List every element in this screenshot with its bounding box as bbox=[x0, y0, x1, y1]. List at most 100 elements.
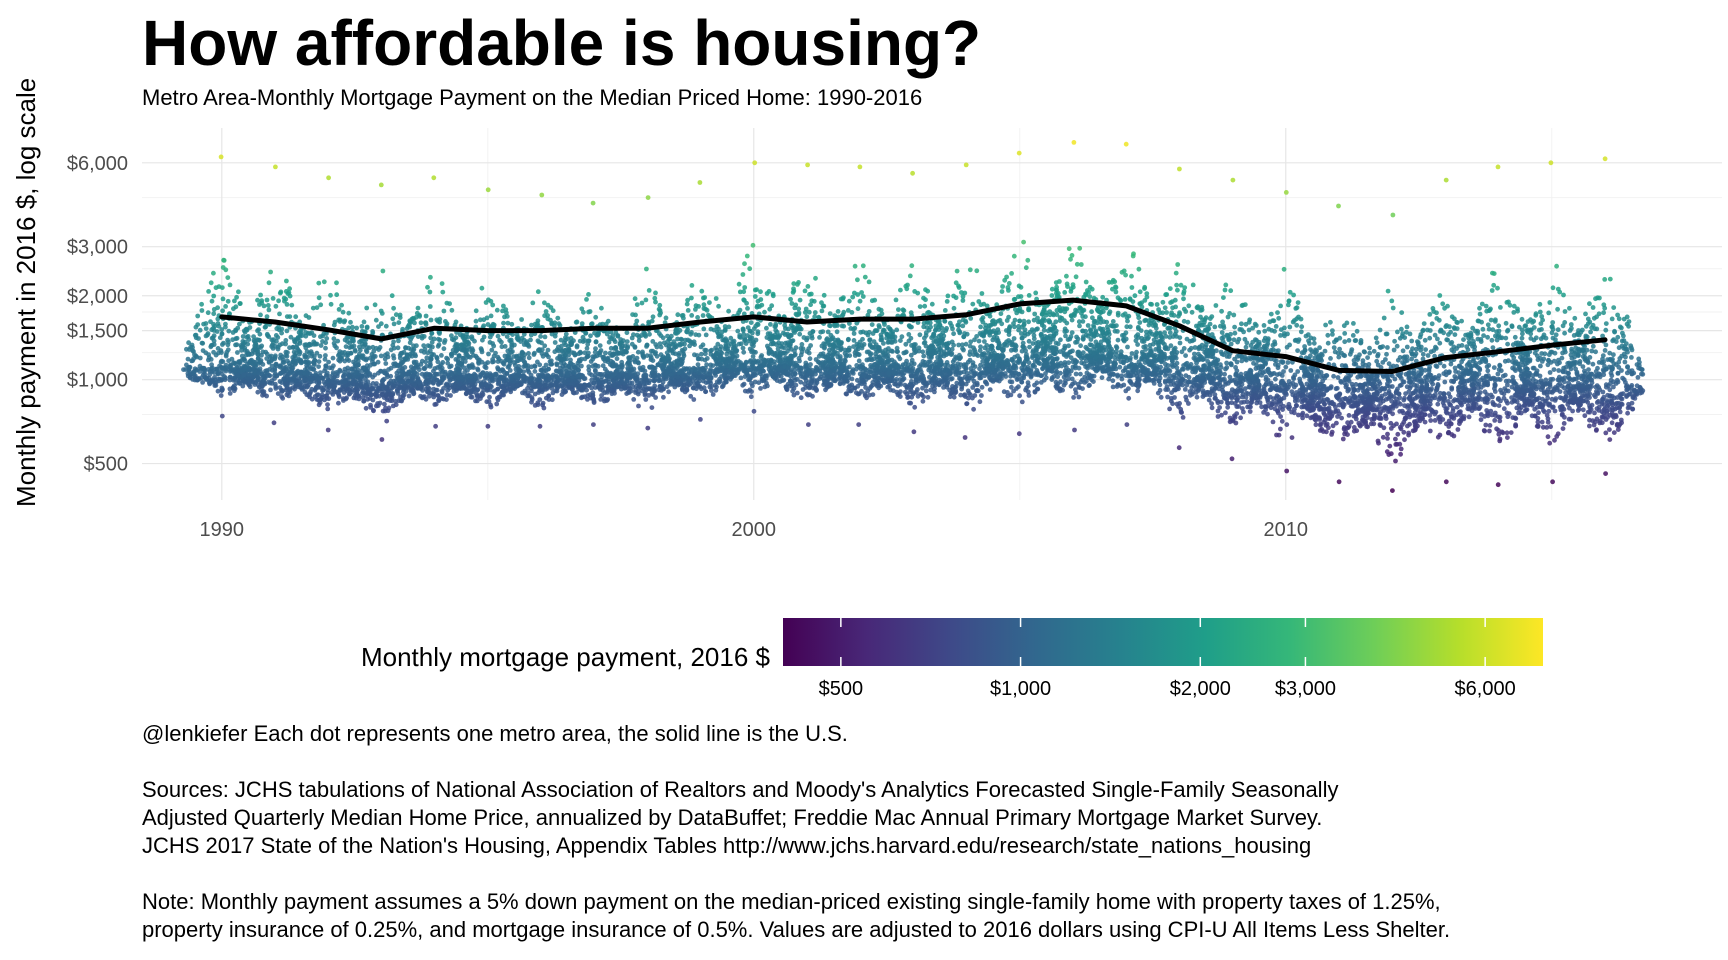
metro-dot bbox=[685, 308, 691, 313]
metro-dot bbox=[550, 308, 556, 314]
metro-dot bbox=[488, 298, 494, 304]
metro-dot bbox=[851, 331, 857, 336]
metro-dot bbox=[702, 295, 708, 300]
metro-dot bbox=[696, 332, 702, 338]
metro-dot bbox=[406, 322, 412, 328]
metro-dot bbox=[365, 345, 370, 350]
metro-dot bbox=[540, 353, 546, 359]
metro-dot bbox=[715, 341, 721, 347]
metro-dot bbox=[774, 371, 780, 377]
metro-dot bbox=[604, 390, 610, 395]
metro-dot bbox=[342, 379, 348, 385]
metro-dot bbox=[867, 337, 872, 343]
metro-dot bbox=[633, 375, 639, 381]
metro-dot bbox=[501, 303, 506, 309]
metro-dot bbox=[289, 302, 295, 308]
metro-dot bbox=[277, 311, 282, 317]
metro-dot bbox=[591, 422, 596, 427]
metro-dot bbox=[552, 349, 558, 355]
metro-dot bbox=[726, 308, 731, 314]
metro-dot bbox=[331, 375, 336, 381]
metro-dot bbox=[412, 382, 418, 388]
metro-dot bbox=[399, 359, 404, 365]
metro-dot bbox=[353, 363, 359, 369]
metro-dot bbox=[490, 377, 495, 382]
metro-dot bbox=[468, 394, 474, 400]
metro-dot bbox=[382, 401, 387, 407]
metro-dot bbox=[436, 336, 441, 342]
metro-dot bbox=[391, 305, 396, 311]
metro-dot bbox=[543, 362, 549, 368]
metro-dot bbox=[276, 298, 281, 304]
metro-dot bbox=[810, 385, 816, 391]
metro-dot bbox=[377, 400, 383, 406]
metro-dot bbox=[317, 353, 323, 359]
metro-dot bbox=[819, 371, 824, 377]
metro-dot bbox=[246, 337, 252, 342]
metro-dot bbox=[791, 281, 797, 286]
metro-dot bbox=[616, 373, 622, 378]
metro-dot bbox=[688, 339, 694, 345]
y-tick-label: $1,000 bbox=[67, 370, 128, 392]
metro-dot bbox=[759, 364, 764, 369]
metro-dot bbox=[306, 315, 312, 320]
metro-dot bbox=[852, 263, 858, 269]
metro-dot bbox=[346, 358, 352, 363]
metro-dot bbox=[436, 371, 442, 377]
metro-dot bbox=[240, 344, 245, 350]
metro-dot bbox=[219, 350, 224, 355]
metro-dot bbox=[428, 356, 434, 362]
metro-dot bbox=[429, 330, 435, 336]
metro-dot bbox=[540, 400, 546, 406]
metro-dot bbox=[574, 344, 580, 350]
metro-dot bbox=[285, 382, 290, 387]
metro-dot bbox=[211, 370, 217, 375]
metro-dot bbox=[798, 365, 804, 371]
metro-dot bbox=[595, 363, 601, 369]
metro-dot bbox=[802, 288, 808, 294]
metro-dot bbox=[681, 315, 686, 321]
metro-dot bbox=[589, 377, 595, 383]
metro-dot bbox=[789, 301, 795, 306]
metro-dot bbox=[844, 365, 850, 371]
metro-dot bbox=[441, 308, 447, 314]
metro-dot bbox=[362, 383, 368, 388]
metro-dot bbox=[762, 309, 767, 315]
metro-dot bbox=[794, 390, 800, 396]
metro-dot bbox=[722, 371, 728, 376]
metro-dot bbox=[650, 392, 656, 397]
metro-dot bbox=[324, 336, 330, 341]
metro-dot bbox=[252, 359, 258, 365]
metro-dot bbox=[311, 362, 317, 368]
metro-dot bbox=[348, 389, 354, 395]
metro-dot bbox=[237, 321, 242, 327]
metro-dot bbox=[357, 351, 362, 357]
metro-dot bbox=[690, 385, 696, 391]
metro-dot bbox=[209, 342, 215, 348]
metro-dot bbox=[284, 328, 290, 334]
metro-dot bbox=[781, 350, 786, 356]
metro-dot bbox=[593, 346, 598, 351]
metro-dot bbox=[423, 386, 429, 392]
metro-dot bbox=[403, 345, 408, 350]
metro-dot bbox=[780, 378, 785, 383]
y-tick-label: $6,000 bbox=[67, 153, 128, 175]
metro-dot bbox=[423, 359, 429, 365]
metro-dot bbox=[668, 379, 673, 385]
metro-dot bbox=[606, 339, 612, 345]
metro-dot bbox=[318, 343, 324, 348]
metro-dot bbox=[602, 396, 608, 402]
metro-dot bbox=[676, 369, 682, 375]
metro-dot bbox=[833, 361, 839, 367]
metro-dot bbox=[579, 372, 585, 378]
metro-dot bbox=[336, 400, 341, 406]
metro-dot bbox=[313, 370, 319, 376]
metro-dot bbox=[554, 361, 559, 367]
metro-dot bbox=[509, 344, 515, 350]
metro-dot bbox=[275, 391, 281, 396]
metro-dot bbox=[494, 307, 500, 313]
metro-dot bbox=[297, 340, 303, 346]
metro-dot bbox=[264, 356, 270, 361]
metro-dot bbox=[401, 349, 407, 355]
metro-dot bbox=[225, 275, 231, 280]
